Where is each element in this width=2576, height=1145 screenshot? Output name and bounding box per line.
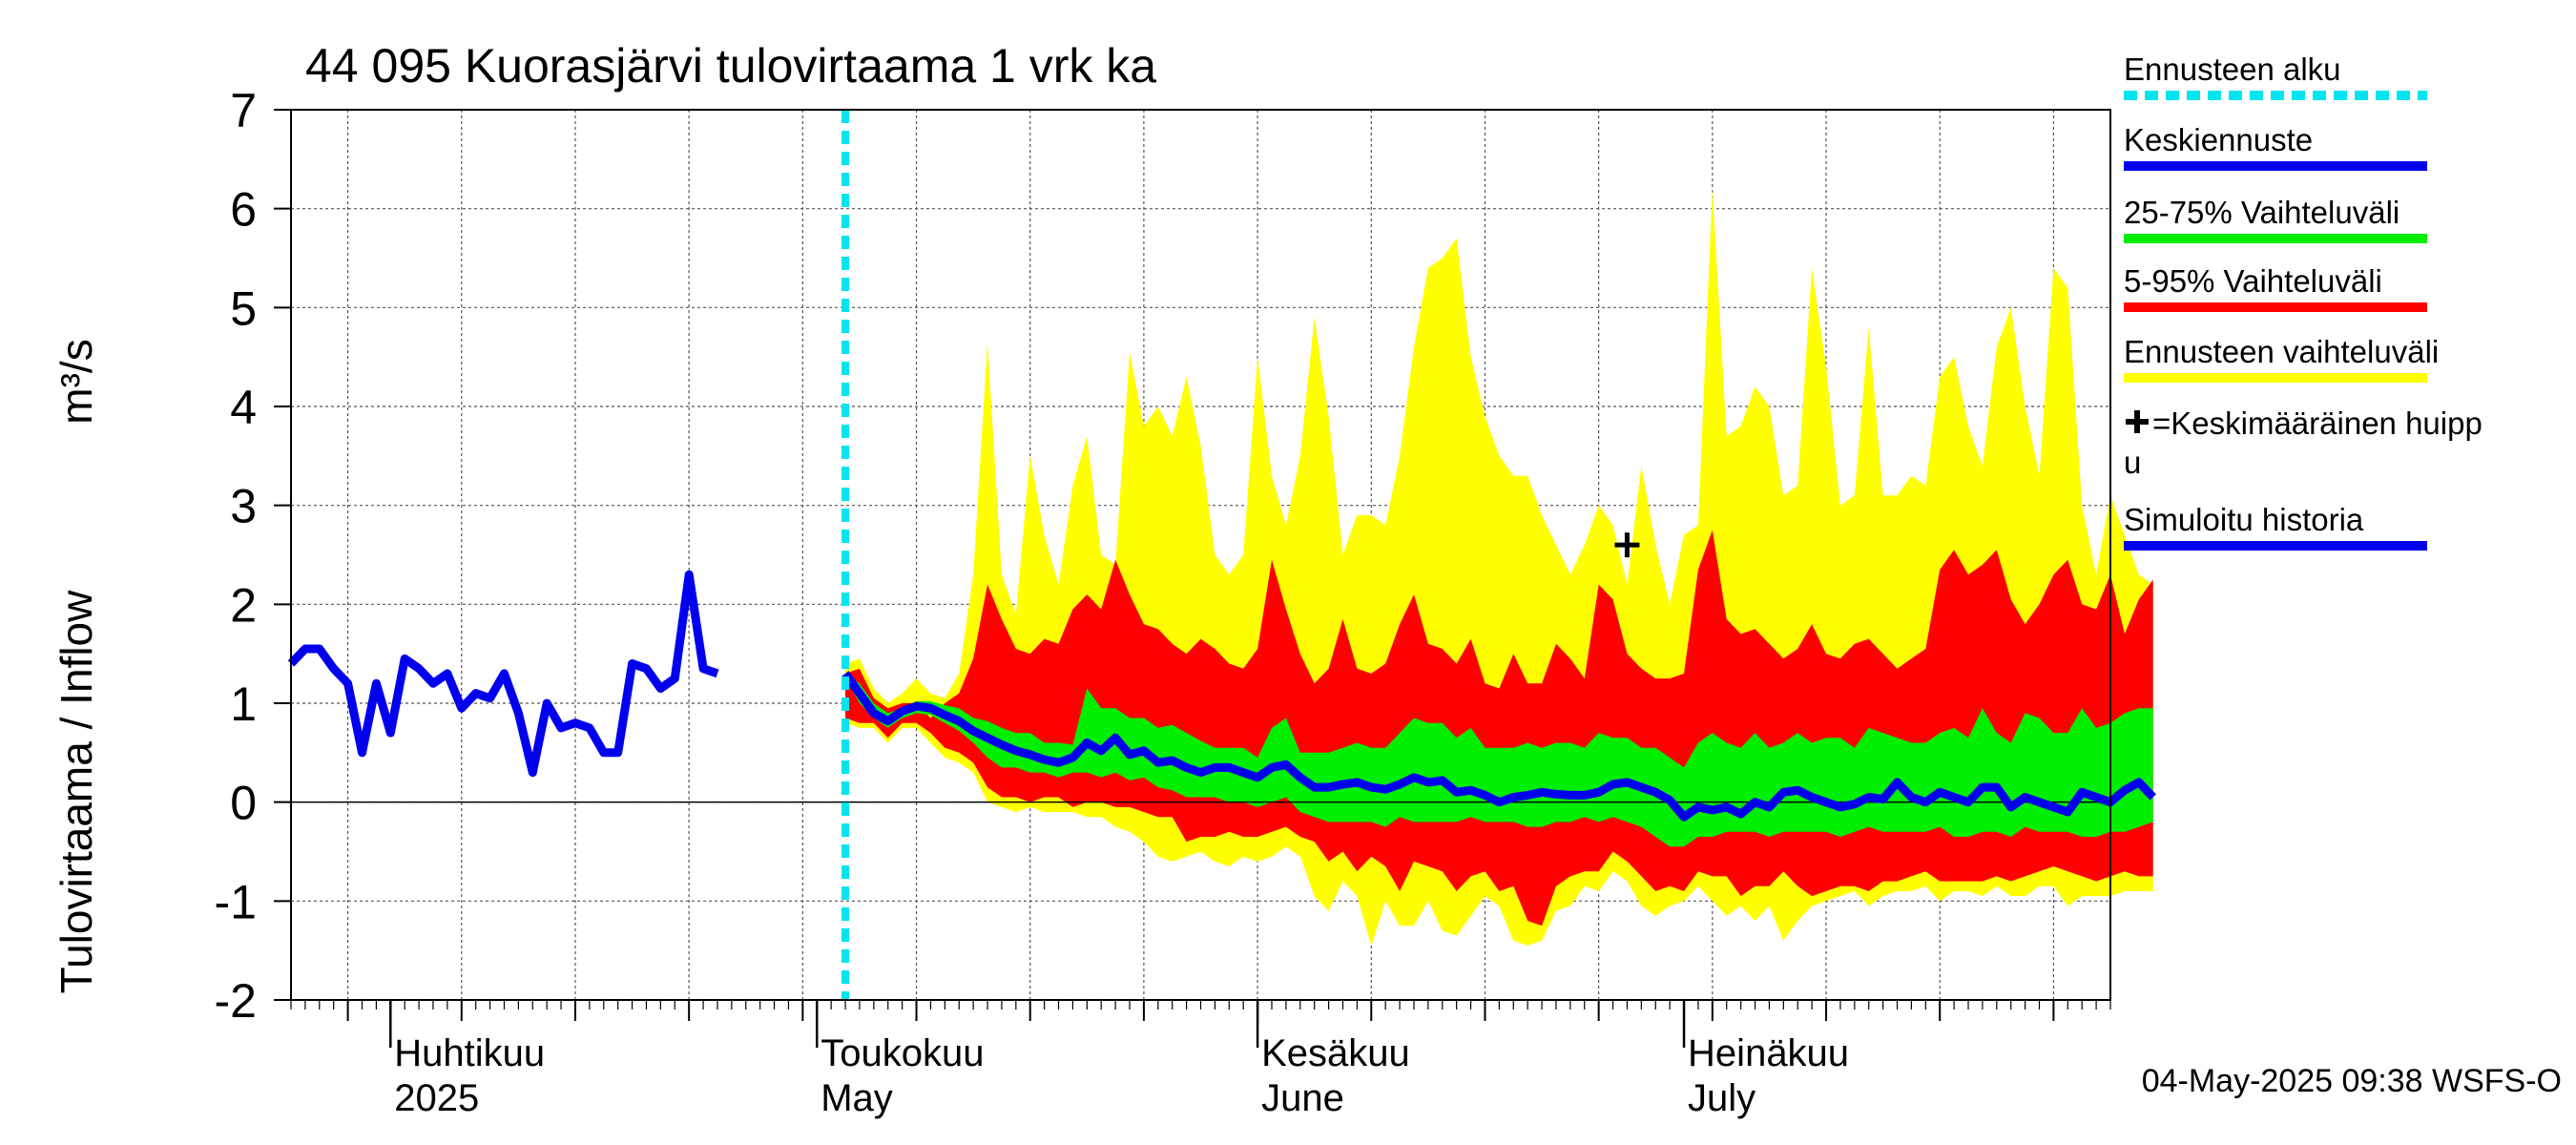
x-month-label-en: July: [1688, 1077, 1755, 1119]
y-axis-title: Tulovirtaama / Inflow: [52, 590, 101, 993]
x-month-label-en: 2025: [394, 1077, 479, 1119]
legend-label: Simuloitu historia: [2124, 502, 2364, 537]
legend-item-history: Simuloitu historia: [2124, 502, 2427, 551]
legend-label: 5-95% Vaihteluväli: [2124, 263, 2382, 299]
y-tick-label: 0: [230, 777, 257, 830]
x-month-label-fi: Huhtikuu: [394, 1032, 545, 1074]
y-axis: -2 -1 0 1 2 3 4 5 6 7: [215, 84, 291, 1028]
x-month-label-fi: Heinäkuu: [1688, 1032, 1849, 1074]
median-line: [841, 671, 2156, 822]
x-month-label-en: May: [821, 1077, 893, 1119]
y-tick-label: -1: [215, 875, 257, 928]
legend-item-median: Keskiennuste: [2124, 122, 2427, 171]
y-tick-label: 7: [230, 84, 257, 137]
legend-item-band-full: Ennusteen vaihteluväli: [2124, 334, 2439, 383]
legend-item-forecast-start: Ennusteen alku: [2124, 52, 2427, 100]
y-tick-label: 6: [230, 183, 257, 237]
history-line: [287, 570, 719, 778]
legend: Ennusteen alku Keskiennuste 25-75% Vaihtel…: [2124, 52, 2483, 551]
y-tick-label: 4: [230, 381, 257, 434]
mean-peak-marker: [1614, 532, 1640, 558]
y-tick-label: 3: [230, 480, 257, 533]
legend-label: =Keskimääräinen huipp: [2152, 406, 2483, 441]
y-tick-label: 5: [230, 281, 257, 335]
legend-label: Ennusteen vaihteluväli: [2124, 334, 2439, 369]
x-month-label-fi: Kesäkuu: [1261, 1032, 1410, 1074]
legend-item-band-5-95: 5-95% Vaihteluväli: [2124, 263, 2427, 312]
series-lines: [287, 570, 2156, 822]
legend-label: 25-75% Vaihteluväli: [2124, 195, 2399, 230]
y-axis-label: Tulovirtaama / Inflow m³/s: [52, 339, 101, 993]
legend-item-band-25-75: 25-75% Vaihteluväli: [2124, 195, 2427, 243]
x-month-label-en: June: [1261, 1077, 1344, 1119]
y-axis-unit: m³/s: [52, 339, 101, 424]
chart-title: 44 095 Kuorasjärvi tulovirtaama 1 vrk ka: [305, 39, 1156, 93]
y-tick-label: -2: [215, 974, 257, 1028]
legend-label: Ennusteen alku: [2124, 52, 2341, 87]
legend-label-continued: u: [2124, 445, 2141, 480]
markers: [841, 110, 1640, 1000]
legend-label: Keskiennuste: [2124, 122, 2313, 157]
legend-item-peak: =Keskimääräinen huipp u: [2124, 406, 2483, 480]
x-month-label-fi: Toukokuu: [821, 1032, 984, 1074]
y-tick-label: 2: [230, 578, 257, 632]
timestamp: 04-May-2025 09:38 WSFS-O: [2142, 1063, 2562, 1099]
y-tick-label: 1: [230, 677, 257, 731]
